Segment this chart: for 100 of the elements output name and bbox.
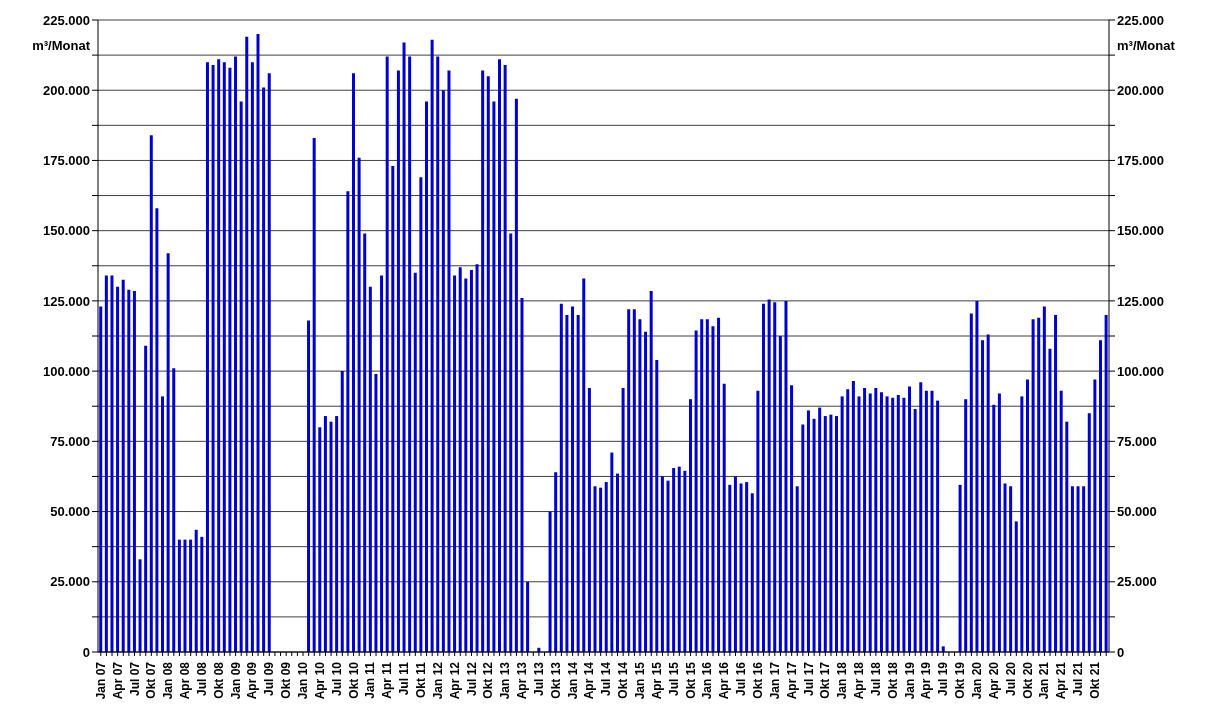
bar bbox=[784, 300, 788, 652]
y2-tick-label: 225.000 bbox=[1117, 12, 1164, 28]
bar bbox=[1082, 486, 1086, 652]
x-tick-label: Jan 20 bbox=[970, 661, 985, 700]
bar bbox=[194, 529, 198, 652]
x-tick-label: Jul 14 bbox=[599, 661, 614, 697]
bar bbox=[155, 208, 159, 652]
bar bbox=[705, 319, 709, 652]
x-tick-label: Jul 20 bbox=[1003, 661, 1018, 697]
bar bbox=[346, 191, 350, 652]
x-tick-label: Jul 18 bbox=[868, 661, 883, 697]
x-tick-label: Jan 12 bbox=[430, 661, 445, 700]
bar bbox=[222, 62, 226, 652]
x-tick-label: Jul 10 bbox=[329, 661, 344, 697]
x-tick-label: Okt 16 bbox=[750, 661, 765, 699]
bar bbox=[447, 70, 451, 652]
bar bbox=[149, 135, 153, 652]
bar bbox=[514, 98, 518, 652]
y-tick-label: 125.000 bbox=[43, 293, 90, 309]
bar bbox=[773, 302, 777, 652]
bar bbox=[1020, 396, 1024, 652]
bar bbox=[700, 319, 704, 652]
bar bbox=[683, 470, 687, 652]
bar bbox=[520, 298, 524, 652]
bar bbox=[632, 309, 636, 652]
bar bbox=[823, 416, 827, 652]
y2-tick-label: 175.000 bbox=[1117, 153, 1164, 169]
bar bbox=[475, 264, 479, 652]
bar bbox=[739, 483, 743, 652]
bar bbox=[211, 64, 215, 652]
bar bbox=[430, 39, 434, 652]
y2-tick-label: 0 bbox=[1117, 644, 1125, 660]
bar bbox=[750, 493, 754, 652]
bar bbox=[357, 157, 361, 652]
bar bbox=[694, 330, 698, 652]
y-tick-label: 50.000 bbox=[50, 504, 90, 520]
bar bbox=[1099, 340, 1102, 652]
bar bbox=[368, 286, 372, 652]
bar bbox=[615, 473, 619, 652]
bar bbox=[1093, 379, 1097, 652]
bar bbox=[189, 539, 193, 652]
bar bbox=[402, 42, 406, 652]
y-tick-label: 200.000 bbox=[43, 82, 90, 98]
x-tick-label: Jul 12 bbox=[464, 661, 479, 697]
bar bbox=[885, 396, 889, 652]
bar bbox=[340, 371, 344, 652]
y2-tick-label: 25.000 bbox=[1117, 574, 1157, 590]
bar bbox=[599, 487, 603, 652]
bar bbox=[245, 36, 249, 652]
x-tick-label: Jul 21 bbox=[1071, 661, 1086, 697]
bar bbox=[1087, 413, 1091, 652]
bar bbox=[812, 418, 816, 652]
bar bbox=[930, 390, 934, 652]
bar bbox=[857, 396, 861, 652]
bar bbox=[121, 279, 125, 652]
x-tick-label: Jan 08 bbox=[161, 661, 176, 700]
bar bbox=[396, 70, 400, 652]
bar bbox=[312, 137, 316, 652]
bar bbox=[610, 452, 614, 652]
bar bbox=[526, 581, 530, 652]
bar bbox=[441, 90, 445, 652]
y-tick-label: 100.000 bbox=[43, 363, 90, 379]
bar bbox=[166, 253, 170, 652]
x-tick-label: Apr 08 bbox=[178, 661, 193, 700]
bar bbox=[464, 278, 468, 652]
bar bbox=[756, 390, 760, 652]
x-tick-label: Jul 15 bbox=[666, 661, 681, 697]
bar bbox=[408, 56, 412, 652]
bar bbox=[1037, 317, 1041, 652]
bar bbox=[1031, 319, 1035, 652]
y-tick-label: 0 bbox=[82, 644, 90, 660]
bar bbox=[801, 424, 805, 652]
x-tick-label: Apr 20 bbox=[986, 661, 1001, 700]
bar bbox=[380, 275, 384, 652]
x-tick-label: Okt 19 bbox=[953, 661, 968, 699]
bar bbox=[172, 368, 176, 652]
bar bbox=[503, 64, 507, 652]
bar bbox=[256, 34, 260, 652]
bar bbox=[722, 383, 726, 652]
bar bbox=[116, 286, 120, 652]
x-tick-label: Jan 09 bbox=[228, 661, 243, 700]
bar bbox=[1003, 483, 1007, 652]
bar bbox=[571, 306, 575, 652]
x-tick-label: Apr 17 bbox=[784, 661, 799, 700]
x-tick-label: Jan 07 bbox=[93, 661, 108, 700]
bar bbox=[733, 476, 737, 652]
bar bbox=[728, 484, 732, 652]
y2-axis-title: m³/Monat bbox=[1117, 38, 1176, 53]
bar bbox=[548, 511, 552, 652]
bar bbox=[1014, 521, 1018, 652]
bar bbox=[1059, 390, 1063, 652]
x-tick-label: Jan 14 bbox=[565, 661, 580, 700]
bar bbox=[262, 87, 266, 652]
bar bbox=[1009, 486, 1013, 652]
bar bbox=[896, 394, 900, 652]
bar bbox=[413, 272, 417, 652]
bar bbox=[835, 416, 839, 652]
x-tick-label: Okt 12 bbox=[481, 661, 496, 699]
x-tick-label: Apr 11 bbox=[380, 661, 395, 699]
bar bbox=[239, 101, 243, 652]
